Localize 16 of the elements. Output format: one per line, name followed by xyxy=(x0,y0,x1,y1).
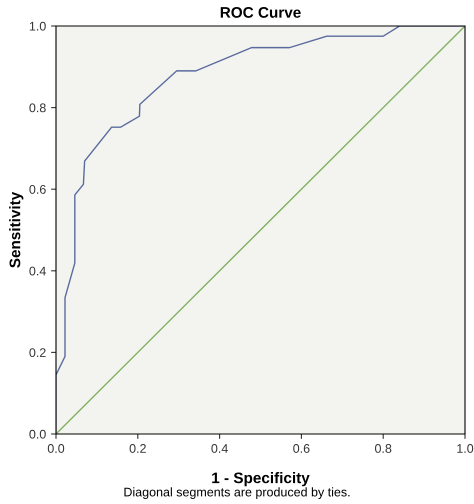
y-tick-label: 0.8 xyxy=(29,103,46,112)
y-tick-label: 0.4 xyxy=(29,266,46,276)
y-tick-label: 1.0 xyxy=(30,22,46,31)
x-tick-label: 1.0 xyxy=(457,444,474,453)
y-tick-label: 0.6 xyxy=(29,185,46,194)
x-tick-label: 0.6 xyxy=(293,444,310,453)
y-tick-label: 0.0 xyxy=(29,430,46,439)
y-axis-title: Sensitivity xyxy=(9,192,24,268)
y-tick-label: 0.2 xyxy=(29,348,46,358)
chart-title: ROC Curve xyxy=(220,7,301,18)
x-tick-label: 0.2 xyxy=(130,444,146,453)
x-axis-title: 1 - Specificity xyxy=(212,472,310,486)
x-tick-label: 0.8 xyxy=(375,444,392,453)
text: Diagonal segments are produced by ties. xyxy=(124,487,350,499)
x-tick-label: 0.0 xyxy=(48,444,64,453)
x-tick-label: 0.4 xyxy=(211,444,228,453)
